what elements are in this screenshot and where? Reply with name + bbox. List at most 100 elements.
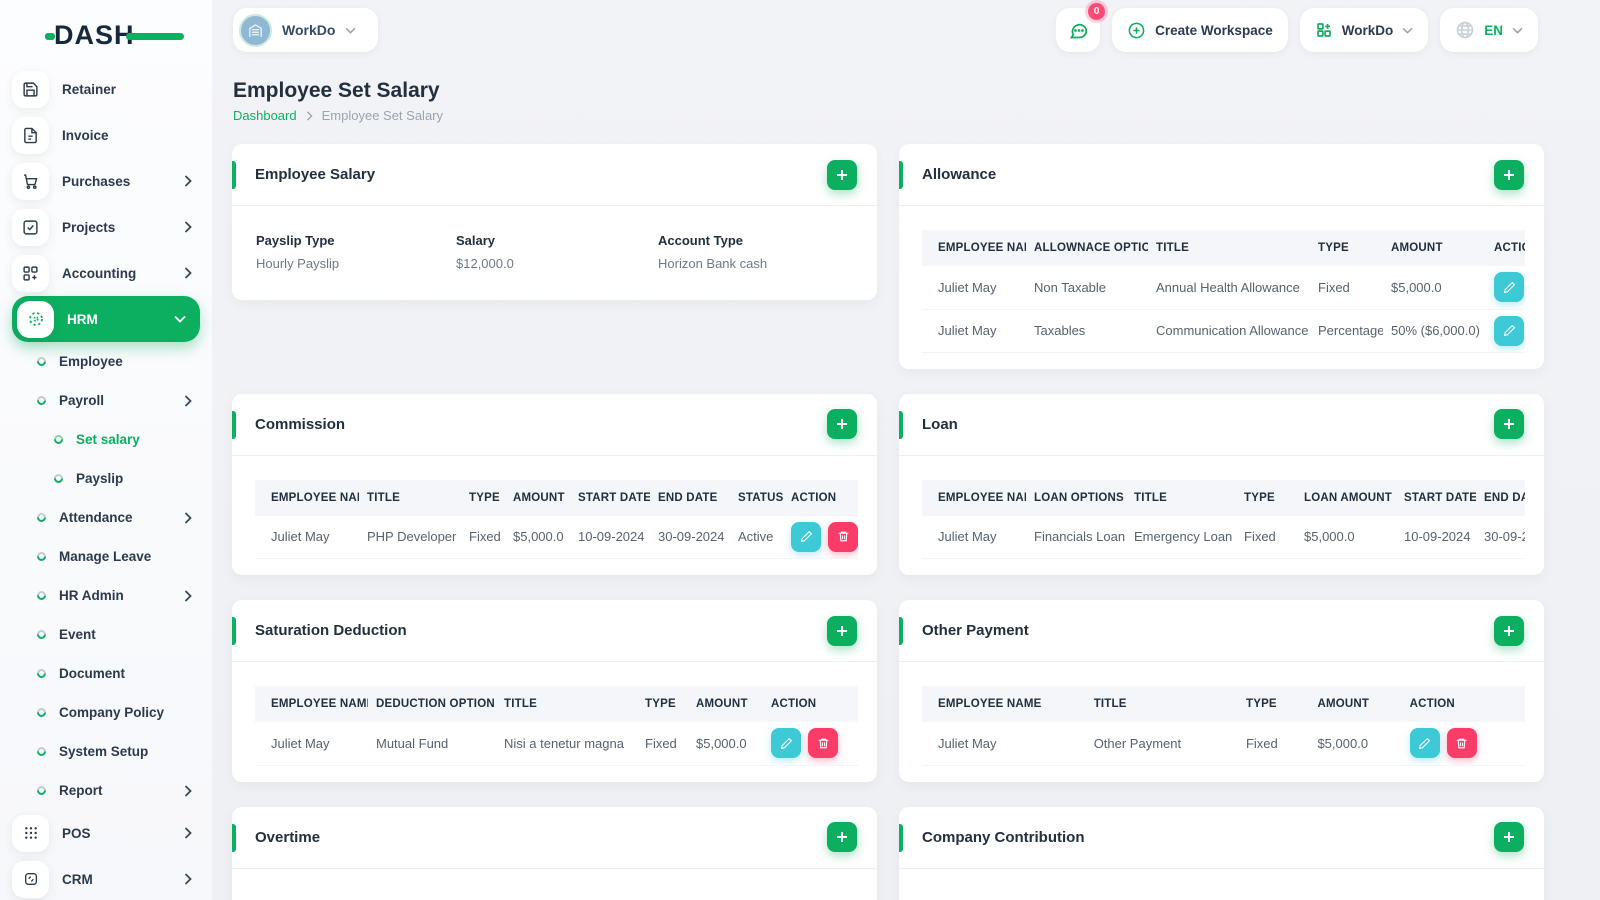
add-allowance-button[interactable]: [1494, 159, 1524, 190]
column-header: TYPE: [1236, 479, 1296, 516]
add-other-payment-button[interactable]: [1494, 615, 1524, 646]
column-header: DEDUCTION OPTION: [368, 686, 496, 722]
column-header: LOAN OPTIONS: [1026, 479, 1126, 516]
card-accent-bar: [899, 617, 903, 645]
allowance-table: EMPLOYEE NAME ALLOWNACE OPTION TITLE TYP…: [922, 230, 1525, 353]
bullet-icon: [35, 550, 48, 563]
sidebar-item-retainer[interactable]: Retainer: [12, 66, 200, 112]
card-allowance: Allowance EMPLOYEE NAME ALLOWNACE OPTION…: [899, 144, 1544, 369]
card-overtime: Overtime: [232, 806, 877, 900]
chevron-down-icon: [174, 315, 186, 323]
overtime-body: [232, 869, 877, 900]
logo-dot-accent: [45, 33, 55, 40]
chevron-down-icon: [345, 27, 356, 34]
add-loan-button[interactable]: [1494, 409, 1524, 439]
sidebar-item-attendance[interactable]: Attendance: [12, 498, 200, 537]
column-header: EMPLOYEE NAME: [922, 479, 1026, 516]
sidebar-item-invoice[interactable]: Invoice: [12, 112, 200, 158]
sidebar-item-label: Report: [59, 783, 103, 798]
add-company-contribution-button[interactable]: [1494, 822, 1524, 852]
sidebar-item-hr-admin[interactable]: HR Admin: [12, 576, 200, 615]
card-title: Saturation Deduction: [255, 622, 407, 639]
card-title: Commission: [255, 415, 346, 433]
page-title: Employee Set Salary: [233, 79, 440, 102]
chevron-right-icon: [184, 873, 192, 885]
bullet-icon: [35, 784, 48, 797]
circle-plus-icon: [1127, 21, 1146, 40]
sidebar-item-label: Retainer: [62, 81, 117, 97]
card-accent-bar: [899, 161, 903, 189]
breadcrumb-dashboard-link[interactable]: Dashboard: [233, 108, 297, 123]
delete-button[interactable]: [828, 521, 858, 552]
workspace-grid-icon: [1315, 21, 1333, 39]
sidebar-item-label: Accounting: [62, 265, 137, 281]
sidebar-item-label: Invoice: [62, 127, 109, 143]
sidebar-item-crm[interactable]: CRM: [12, 856, 200, 900]
employee-salary-fields: Payslip Type Hourly Payslip Salary $12,0…: [232, 206, 877, 300]
sidebar-item-accounting[interactable]: Accounting: [12, 250, 200, 296]
sidebar-item-label: Set salary: [76, 432, 140, 447]
sidebar-item-label: Manage Leave: [59, 549, 152, 564]
messages-button[interactable]: 0: [1056, 3, 1106, 52]
delete-button[interactable]: [1446, 728, 1477, 759]
sidebar-item-employee[interactable]: Employee: [12, 342, 200, 381]
sidebar-menu: Retainer Invoice Purchases Projects: [0, 66, 212, 900]
sidebar-item-label: HR Admin: [59, 588, 124, 603]
sidebar-item-event[interactable]: Event: [12, 615, 200, 654]
column-header: TITLE: [1148, 230, 1310, 266]
workspace-selector[interactable]: WorkDo: [233, 8, 379, 52]
create-workspace-button[interactable]: Create Workspace: [1112, 8, 1288, 52]
sidebar-item-payroll[interactable]: Payroll: [12, 381, 200, 420]
card-accent-bar: [232, 410, 236, 439]
add-commission-button[interactable]: [827, 409, 857, 439]
sidebar-item-report[interactable]: Report: [12, 771, 200, 810]
add-employee-salary-button[interactable]: [827, 159, 857, 190]
delete-button[interactable]: [808, 728, 838, 759]
field-label: Salary: [456, 233, 496, 248]
workspace-selector-label: WorkDo: [282, 22, 336, 38]
chevron-right-icon: [184, 221, 192, 233]
sidebar-item-system-setup[interactable]: System Setup: [12, 732, 200, 771]
sidebar-item-label: Event: [59, 627, 96, 642]
chevron-down-icon: [1512, 27, 1523, 34]
field-salary: Salary $12,000.0: [456, 233, 658, 271]
crm-icon: [12, 860, 49, 898]
add-overtime-button[interactable]: [827, 822, 857, 852]
sidebar-item-manage-leave[interactable]: Manage Leave: [12, 537, 200, 576]
workspace-switch-button[interactable]: WorkDo: [1299, 8, 1429, 52]
sidebar-item-purchases[interactable]: Purchases: [12, 158, 200, 204]
sidebar-item-hrm[interactable]: HRM: [12, 296, 200, 342]
column-header: AMOUNT: [1383, 230, 1486, 266]
column-header: EMPLOYEE NAME: [922, 230, 1026, 266]
sidebar: DASH Retainer Invoice Purchases: [0, 0, 212, 900]
sidebar-item-payslip[interactable]: Payslip: [12, 459, 200, 498]
edit-button[interactable]: [1494, 272, 1524, 303]
language-button[interactable]: EN: [1440, 8, 1538, 52]
field-label: Account Type: [658, 233, 743, 248]
add-saturation-deduction-button[interactable]: [827, 615, 857, 646]
create-workspace-label: Create Workspace: [1155, 22, 1273, 38]
card-title: Loan: [922, 415, 958, 433]
sidebar-item-set-salary[interactable]: Set salary: [12, 420, 200, 459]
field-value: Horizon Bank cash: [658, 256, 768, 271]
column-header: LOAN AMOUNT: [1296, 479, 1396, 516]
sidebar-item-projects[interactable]: Projects: [12, 204, 200, 250]
card-commission: Commission EMPLOYEE NAME TITLE TYPE AMOU…: [232, 393, 877, 575]
status-badge: Active: [730, 515, 783, 559]
table-row: Juliet May Other Payment Fixed $5,000.0: [922, 722, 1525, 766]
sidebar-item-label: Projects: [62, 219, 116, 235]
bullet-icon: [52, 472, 65, 485]
sidebar-item-pos[interactable]: POS: [12, 810, 200, 856]
edit-button[interactable]: [771, 728, 801, 759]
sidebar-item-company-policy[interactable]: Company Policy: [12, 693, 200, 732]
sidebar-item-document[interactable]: Document: [12, 654, 200, 693]
edit-button[interactable]: [791, 521, 821, 552]
invoice-icon: [12, 116, 49, 154]
edit-button[interactable]: [1409, 728, 1440, 759]
company-contribution-body: [899, 869, 1544, 900]
brand-logo[interactable]: DASH: [45, 20, 184, 50]
edit-button[interactable]: [1494, 315, 1524, 346]
brand-name: DASH: [54, 20, 135, 50]
column-header: ALLOWNACE OPTION: [1026, 230, 1148, 266]
pos-grid-icon: [12, 814, 49, 852]
